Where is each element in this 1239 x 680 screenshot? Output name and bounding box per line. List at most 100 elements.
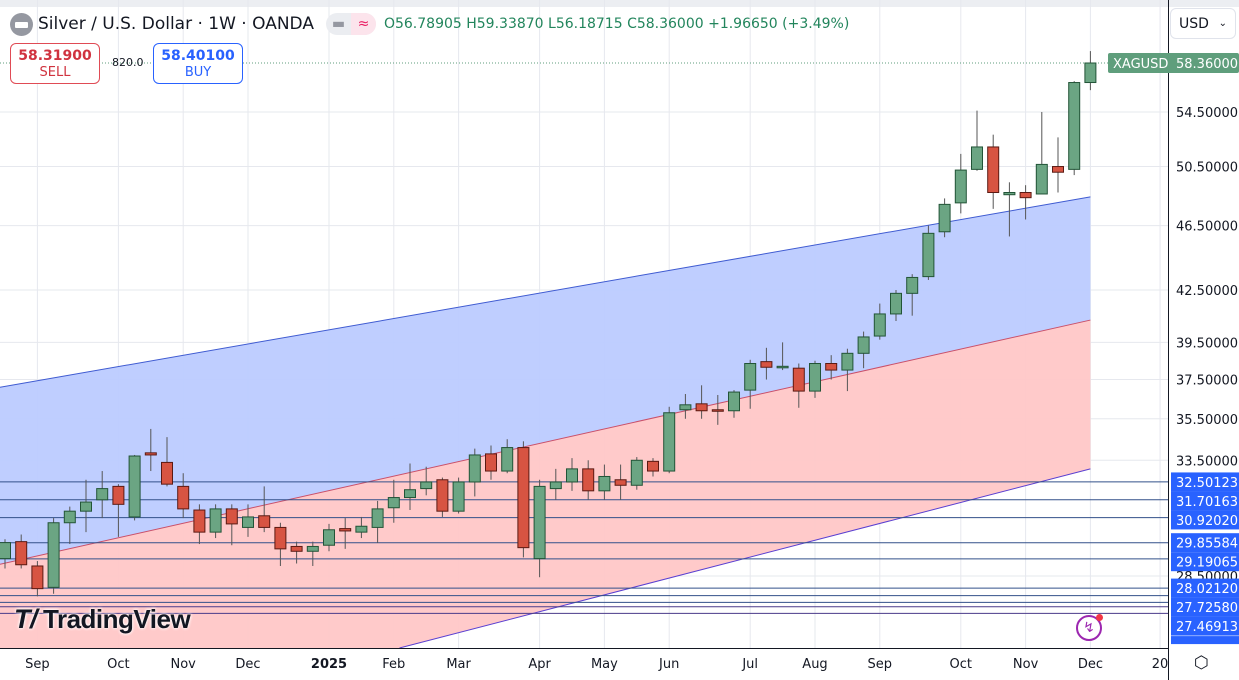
candle-body [825,363,838,371]
candle-body [679,404,692,411]
candle [760,347,773,380]
candle [387,479,400,523]
time-tick-label: Nov [1013,657,1039,672]
time-tick-label: Jul [741,657,758,672]
candle-body [1068,82,1081,170]
candle [501,439,514,474]
indicator-toggle[interactable]: ▬ ≈ [325,13,376,35]
candle [647,458,659,477]
candle [792,363,805,408]
candle [209,504,222,539]
tradingview-logo[interactable]: T/ TradingView [14,604,191,635]
candle [1035,111,1048,195]
candle [825,355,838,380]
candle [566,458,578,491]
level-label-bg [1171,472,1239,492]
level-label: 31.70163 [1176,495,1238,510]
time-tick-label: 20 [1152,657,1169,672]
candle-body [744,363,757,391]
candle-body [339,528,352,532]
minus-icon[interactable]: ▬ [331,16,346,32]
candle-body [274,526,287,550]
lightning-icon[interactable]: ↯ [1076,614,1103,641]
sell-price: 58.31900 [18,48,92,64]
candle [47,518,60,594]
candle-body [695,403,708,412]
level-label-bg [1171,597,1239,617]
currency-select[interactable]: USD ⌄ [1170,8,1236,39]
candle-body [96,488,109,501]
level-label-bg [1171,533,1239,553]
candle [339,518,352,549]
candle-body [371,508,384,528]
candle [695,385,708,419]
candle [436,477,449,517]
candle [112,484,125,537]
candle [517,441,530,558]
level-label-bg [1171,491,1239,511]
level-label-bg [1171,636,1239,645]
tradingview-logo-text: TradingView [43,604,191,634]
candle-body [890,292,902,315]
candle-body [242,516,254,528]
candle [31,561,44,597]
candle [938,198,951,238]
candle-body [792,367,805,392]
candle [776,342,789,371]
buy-button[interactable]: 58.40100 BUY [153,43,243,84]
candle [468,448,481,497]
level-label: 28.02120 [1176,582,1238,597]
candle [728,390,740,418]
candle-body [549,481,562,490]
candle-body [728,391,740,412]
candle [582,460,595,500]
candle [161,437,173,487]
candle [711,394,724,425]
gear-icon[interactable]: ⬡ [1194,653,1209,673]
candle [549,468,562,500]
candle-body [630,459,643,486]
level-label: 32.50123 [1176,476,1238,491]
candle [144,428,157,472]
candle [987,134,1000,209]
candle [857,331,870,369]
candle [1084,51,1097,91]
candle [533,479,546,578]
candle [1003,182,1016,237]
tradingview-logo-mark: T/ [14,604,38,634]
candle-body [1019,192,1032,199]
candle-body [533,485,546,560]
candle-body [906,276,919,294]
current-price-value: 58.36000 [1176,57,1238,72]
chart-header: Silver / U.S. Dollar · 1W · OANDA ▬ ≈ O5… [10,12,849,36]
time-tick-label: May [591,657,618,672]
candle-body [290,545,303,552]
candle-body [971,146,983,170]
candle-body [225,508,238,525]
candle-body [128,455,141,518]
candle-body [760,361,773,368]
price-tick-label: 54.50000 [1176,106,1238,121]
candle-body [647,460,659,472]
candle-body [144,452,157,456]
candle [809,360,821,398]
current-price-label-bg [1108,53,1239,73]
symbol-title[interactable]: Silver / U.S. Dollar · 1W · OANDA [38,14,314,34]
candle [679,394,692,419]
candle-body [306,545,319,552]
candle [177,473,190,519]
approx-icon[interactable]: ≈ [350,13,376,35]
time-tick-label: 2025 [311,657,347,672]
middle-channel-line [0,319,1091,565]
candle [306,541,319,566]
candle-body [177,485,190,510]
candle [744,359,757,409]
candle [614,464,627,500]
candle [355,516,368,539]
candle-body [598,475,611,492]
candle [452,477,465,514]
candle [1019,185,1032,220]
candle-body [1003,192,1016,196]
sell-button[interactable]: 58.31900 SELL [10,43,100,84]
